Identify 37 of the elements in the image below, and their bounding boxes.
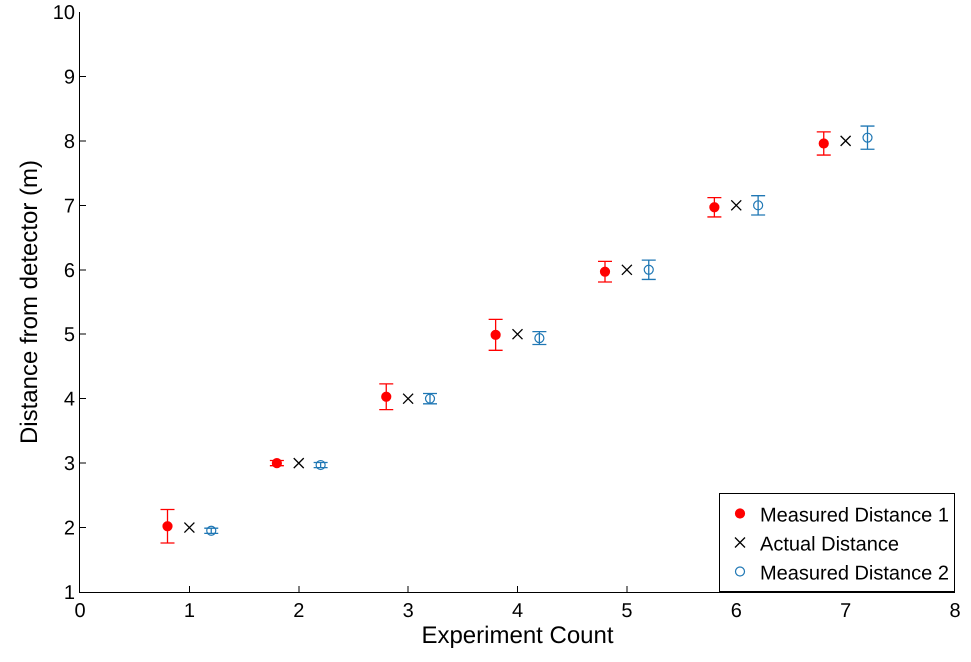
x-tick-label: 1: [184, 600, 195, 622]
x-tick-label: 5: [621, 600, 632, 622]
y-tick-label: 4: [64, 388, 75, 411]
point: [293, 457, 304, 469]
x-tick-label: 3: [402, 600, 414, 622]
point: [600, 266, 610, 277]
x-tick-label: 0: [74, 600, 86, 622]
point: [621, 264, 633, 276]
point: [490, 330, 501, 340]
x-tick-label: 2: [293, 600, 304, 622]
point: [184, 522, 196, 534]
point: [381, 392, 392, 402]
y-tick-label: 5: [64, 324, 75, 346]
point: [730, 200, 742, 211]
point: [840, 135, 852, 147]
y-tick-label: 8: [64, 130, 75, 153]
x-tick-label: 6: [730, 600, 742, 622]
y-tick-label: 2: [64, 518, 75, 540]
x-axis-title: Experiment Count: [421, 622, 614, 649]
point: [512, 328, 524, 340]
y-tick-label: 9: [64, 66, 75, 88]
y-tick-label: 3: [64, 453, 75, 476]
y-tick-label: 1: [64, 582, 75, 604]
point: [818, 138, 829, 149]
point: [402, 393, 414, 404]
legend-label: Measured Distance 2: [760, 562, 949, 584]
point: [162, 521, 173, 532]
x-tick-label: 8: [949, 600, 961, 622]
x-tick-label: 4: [512, 600, 524, 622]
point: [272, 458, 282, 468]
y-tick-label: 10: [52, 2, 75, 24]
x-tick-label: 7: [840, 600, 852, 622]
legend-label: Actual Distance: [760, 533, 899, 556]
y-tick-label: 6: [64, 260, 75, 282]
y-tick-label: 7: [64, 195, 75, 218]
y-axis-title: Distance from detector (m): [16, 160, 43, 444]
legend-label: Measured Distance 1: [760, 504, 949, 526]
